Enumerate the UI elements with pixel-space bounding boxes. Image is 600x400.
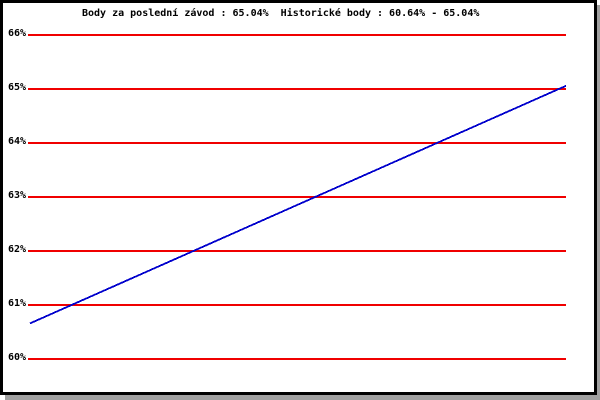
gridline <box>28 250 566 252</box>
frame-shadow-right <box>597 5 600 400</box>
gridline <box>28 34 566 36</box>
y-tick-label: 60% <box>7 352 26 363</box>
gridline <box>28 88 566 90</box>
y-tick-label: 62% <box>7 244 26 255</box>
y-tick-label: 61% <box>7 298 26 309</box>
gridline <box>28 358 566 360</box>
y-tick-label: 66% <box>7 28 26 39</box>
history-line <box>29 84 567 325</box>
y-tick-label: 64% <box>7 136 26 147</box>
gridline <box>28 142 566 144</box>
chart-title: Body za poslední závod : 65.04% Historic… <box>82 8 480 19</box>
y-tick-label: 65% <box>7 82 26 93</box>
y-tick-label: 63% <box>7 190 26 201</box>
frame-shadow-bottom <box>5 395 600 400</box>
gridline <box>28 304 566 306</box>
gridline <box>28 196 566 198</box>
